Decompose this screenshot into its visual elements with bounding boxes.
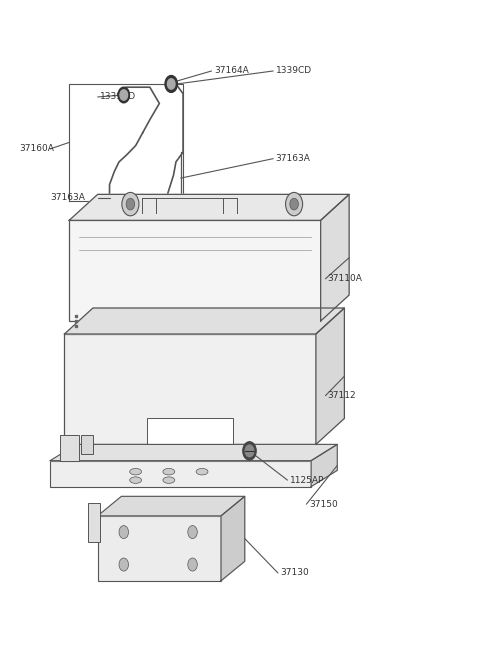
Ellipse shape <box>163 468 175 475</box>
Ellipse shape <box>196 468 208 475</box>
Bar <box>60 435 79 460</box>
Circle shape <box>122 193 139 215</box>
Circle shape <box>243 442 256 460</box>
Text: 1339CD: 1339CD <box>276 66 312 75</box>
Polygon shape <box>321 195 349 321</box>
Circle shape <box>126 198 135 210</box>
Circle shape <box>188 558 197 571</box>
Ellipse shape <box>130 468 142 475</box>
Polygon shape <box>50 444 337 460</box>
Ellipse shape <box>163 477 175 483</box>
Polygon shape <box>311 444 337 487</box>
Circle shape <box>286 193 302 215</box>
Polygon shape <box>69 195 349 220</box>
Text: 1125AP: 1125AP <box>290 476 324 485</box>
Polygon shape <box>221 496 245 581</box>
Text: 37163A: 37163A <box>276 154 311 163</box>
Text: 37163A: 37163A <box>50 193 85 202</box>
Text: 37112: 37112 <box>328 391 356 400</box>
Circle shape <box>290 198 299 210</box>
Text: 37150: 37150 <box>309 500 337 509</box>
Circle shape <box>119 558 129 571</box>
Bar <box>69 220 321 321</box>
Circle shape <box>188 525 197 538</box>
Ellipse shape <box>130 477 142 483</box>
Text: 37110A: 37110A <box>328 274 363 284</box>
Bar <box>64 334 316 444</box>
Text: 37160A: 37160A <box>19 144 54 153</box>
Bar <box>50 460 311 487</box>
Bar <box>147 419 233 444</box>
Bar <box>88 503 100 542</box>
Circle shape <box>120 90 128 100</box>
Text: 1339CD: 1339CD <box>100 92 136 102</box>
Text: 37164A: 37164A <box>214 66 249 75</box>
Circle shape <box>165 75 178 92</box>
Circle shape <box>118 87 130 103</box>
Polygon shape <box>97 496 245 516</box>
Circle shape <box>119 525 129 538</box>
Polygon shape <box>64 308 344 334</box>
Circle shape <box>168 79 175 89</box>
Bar <box>97 516 221 581</box>
Text: 37130: 37130 <box>280 569 309 578</box>
Bar <box>81 435 93 454</box>
Polygon shape <box>316 308 344 444</box>
Circle shape <box>245 445 254 457</box>
